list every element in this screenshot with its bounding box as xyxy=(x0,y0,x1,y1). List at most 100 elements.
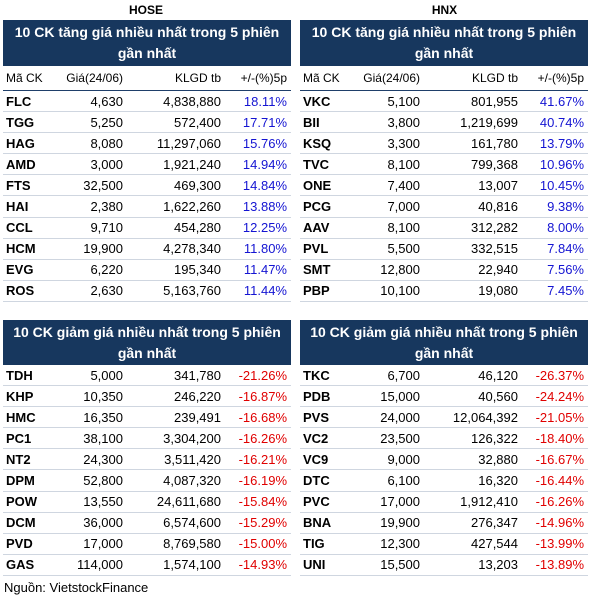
change-cell: -18.40% xyxy=(535,430,584,446)
change-cell: 8.00% xyxy=(547,220,584,236)
price-cell: 8,100 xyxy=(387,220,420,236)
volume-cell: 6,574,600 xyxy=(163,515,221,531)
ticker-cell: ROS xyxy=(6,283,35,299)
change-cell: 14.84% xyxy=(242,177,287,193)
ticker-cell: DCM xyxy=(6,515,36,531)
volume-cell: 24,611,680 xyxy=(156,494,221,510)
change-cell: -21.05% xyxy=(535,409,584,425)
price-cell: 3,300 xyxy=(387,135,420,151)
ticker-cell: POW xyxy=(6,494,38,510)
ticker-cell: TDH xyxy=(6,367,33,383)
change-cell: -15.84% xyxy=(238,494,287,510)
table-row: AMD 3,000 1,921,240 14.94% xyxy=(3,154,291,176)
volume-cell: 12,064,392 xyxy=(452,409,518,425)
price-cell: 2,380 xyxy=(90,199,123,215)
hnx-loss-rows: TKC 6,700 46,120 -26.37% PDB 15,000 40,560 -24.… xyxy=(300,365,588,576)
price-cell: 9,710 xyxy=(90,220,123,236)
change-cell: -16.26% xyxy=(535,494,584,510)
volume-cell: 1,921,240 xyxy=(163,156,221,172)
price-cell: 6,220 xyxy=(90,262,123,278)
table-row: TVC 8,100 799,368 10.96% xyxy=(300,154,588,176)
price-cell: 2,630 xyxy=(90,283,123,299)
ticker-cell: PVL xyxy=(303,241,329,257)
change-cell: 10.45% xyxy=(539,177,584,193)
volume-cell: 22,940 xyxy=(478,262,518,278)
table-row: PVS 24,000 12,064,392 -21.05% xyxy=(300,407,588,429)
volume-cell: 4,087,320 xyxy=(163,473,221,489)
volume-cell: 1,574,100 xyxy=(163,557,221,573)
hnx-gain-rows: VKC 5,100 801,955 41.67% BII 3,800 1,219,699 40… xyxy=(300,91,588,302)
volume-cell: 246,220 xyxy=(174,388,221,404)
change-cell: -13.89% xyxy=(535,557,584,573)
ticker-cell: PCG xyxy=(303,199,332,215)
header-change: +/-(%)5p xyxy=(240,71,287,85)
price-cell: 19,900 xyxy=(380,515,420,531)
ticker-cell: PDB xyxy=(303,388,331,404)
price-cell: 24,300 xyxy=(83,451,123,467)
source-note: Nguồn: VietstockFinance xyxy=(4,580,149,595)
hnx-gain-panel: 10 CK tăng giá nhiều nhất trong 5 phiên … xyxy=(300,20,588,302)
change-cell: -14.96% xyxy=(535,515,584,531)
hnx-gain-header: Mã CK Giá(24/06) KLGD tb +/-(%)5p xyxy=(300,66,588,91)
table-row: TIG 12,300 427,544 -13.99% xyxy=(300,534,588,555)
volume-cell: 16,320 xyxy=(478,473,518,489)
change-cell: 41.67% xyxy=(539,93,584,109)
volume-cell: 195,340 xyxy=(174,262,221,278)
table-row: POW 13,550 24,611,680 -15.84% xyxy=(3,492,291,513)
table-row: HMC 16,350 239,491 -16.68% xyxy=(3,407,291,429)
change-cell: 13.88% xyxy=(242,199,287,215)
change-cell: -16.68% xyxy=(238,409,287,425)
volume-cell: 801,955 xyxy=(471,93,518,109)
volume-cell: 32,880 xyxy=(478,451,518,467)
ticker-cell: BII xyxy=(303,114,320,130)
table-row: BII 3,800 1,219,699 40.74% xyxy=(300,112,588,134)
header-ticker: Mã CK xyxy=(6,71,43,85)
volume-cell: 4,838,880 xyxy=(163,93,221,109)
ticker-cell: PVC xyxy=(303,494,330,510)
ticker-cell: GAS xyxy=(6,557,35,573)
table-row: DTC 6,100 16,320 -16.44% xyxy=(300,470,588,492)
change-cell: 7.56% xyxy=(547,262,584,278)
ticker-cell: AMD xyxy=(6,156,36,172)
table-row: PVD 17,000 8,769,580 -15.00% xyxy=(3,534,291,555)
table-row: PC1 38,100 3,304,200 -16.26% xyxy=(3,428,291,450)
ticker-cell: UNI xyxy=(303,557,326,573)
volume-cell: 1,912,410 xyxy=(460,494,518,510)
volume-cell: 19,080 xyxy=(478,283,518,299)
table-row: KHP 10,350 246,220 -16.87% xyxy=(3,386,291,408)
price-cell: 3,800 xyxy=(387,114,420,130)
ticker-cell: EVG xyxy=(6,262,34,278)
price-cell: 4,630 xyxy=(90,93,123,109)
price-cell: 24,000 xyxy=(380,409,420,425)
ticker-cell: SMT xyxy=(303,262,331,278)
price-cell: 7,000 xyxy=(387,199,420,215)
ticker-cell: NT2 xyxy=(6,451,31,467)
ticker-cell: HCM xyxy=(6,241,36,257)
table-row: HAG 8,080 11,297,060 15.76% xyxy=(3,133,291,155)
volume-cell: 46,120 xyxy=(478,367,518,383)
ticker-cell: VC2 xyxy=(303,430,329,446)
price-cell: 17,000 xyxy=(380,494,420,510)
exchange-label-hose: HOSE xyxy=(128,3,163,17)
price-cell: 8,080 xyxy=(90,135,123,151)
change-cell: 11.44% xyxy=(243,283,287,299)
volume-cell: 341,780 xyxy=(174,367,221,383)
change-cell: -21.26% xyxy=(238,367,287,383)
volume-cell: 3,511,420 xyxy=(164,451,221,467)
price-cell: 10,100 xyxy=(380,283,420,299)
change-cell: 7.45% xyxy=(547,283,584,299)
table-row: EVG 6,220 195,340 11.47% xyxy=(3,260,291,281)
volume-cell: 1,622,260 xyxy=(163,199,221,215)
price-cell: 36,000 xyxy=(83,515,123,531)
ticker-cell: KHP xyxy=(6,388,34,404)
change-cell: -16.21% xyxy=(238,451,287,467)
table-row: FLC 4,630 4,838,880 18.11% xyxy=(3,91,291,113)
change-cell: -24.24% xyxy=(535,388,584,404)
ticker-cell: ONE xyxy=(303,177,332,193)
price-cell: 5,250 xyxy=(90,114,123,130)
table-row: ROS 2,630 5,163,760 11.44% xyxy=(3,281,291,302)
change-cell: 10.96% xyxy=(539,156,584,172)
price-cell: 6,100 xyxy=(387,473,420,489)
change-cell: 9.38% xyxy=(547,199,584,215)
table-row: AAV 8,100 312,282 8.00% xyxy=(300,218,588,239)
